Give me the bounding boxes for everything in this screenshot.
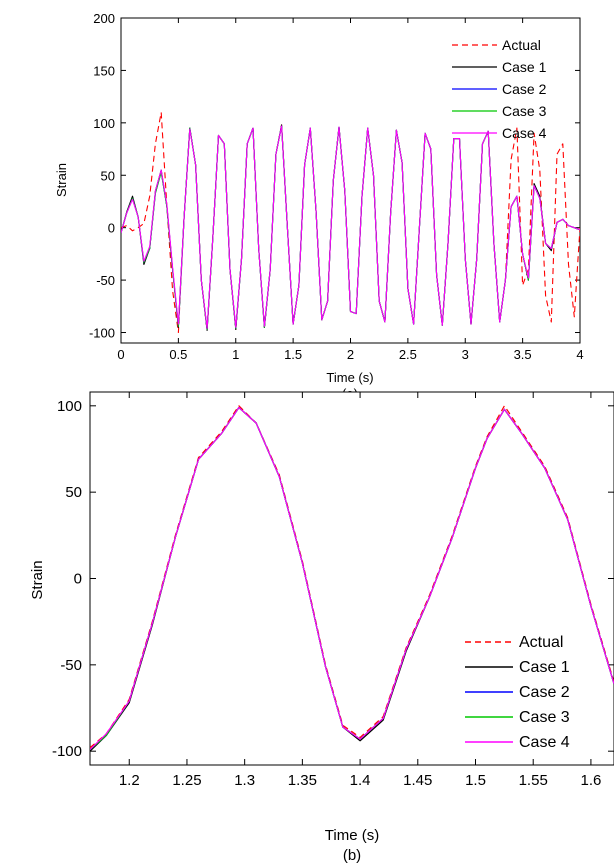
y-tick-label: 100 [57,398,82,415]
chart-panel-a: 0 0.5 1 1.5 2 2.5 3 3.5 4 -100 -50 0 50 100 150 200 Ti… [54,11,584,401]
series-line-actual [90,405,614,749]
series-line-case-4 [121,125,580,329]
legend-entry: Case 3 [519,709,570,726]
x-tick-label: 0 [117,347,124,362]
legend-a: Actual Case 1 Case 2 Case 3 Case 4 [452,37,547,141]
plot-area-a [120,17,581,344]
x-tick-label: 1.6 [580,772,601,789]
x-tick-label: 2 [347,347,354,362]
x-tick-label: 1.45 [403,772,432,789]
legend-entry: Case 2 [519,684,570,701]
y-tick-label: 0 [74,571,82,588]
y-tick-label: 150 [93,63,115,78]
y-tick-label: -50 [60,657,82,674]
caption-b: (b) [343,847,361,864]
legend-entry: Case 4 [519,734,570,751]
y-tick-label: 50 [65,484,82,501]
y-axis-label-a: Strain [54,163,69,197]
x-tick-label: 1.3 [234,772,255,789]
x-tick-label: 1.5 [284,347,302,362]
x-tick-label: 3 [462,347,469,362]
x-axis-label-a: Time (s) [326,370,373,385]
legend-entry: Case 3 [502,103,547,119]
series-line-case-4 [90,406,614,750]
x-tick-label: 1.5 [465,772,486,789]
x-tick-label: 0.5 [169,347,187,362]
x-tick-label: 1.2 [119,772,140,789]
plot-area-b [89,391,614,766]
x-tick-label: 1.4 [350,772,371,789]
y-tick-label: 200 [93,11,115,26]
y-ticks-b: -100 -50 0 50 100 [52,398,614,760]
legend-entry: Case 4 [502,125,547,141]
series-lines-a [121,111,580,334]
x-tick-label: 4 [576,347,583,362]
x-ticks-b: 1.2 1.25 1.3 1.35 1.4 1.45 1.5 1.55 1.6 [119,392,601,789]
x-axis-label-b: Time (s) [325,827,379,844]
y-tick-label: 100 [93,116,115,131]
legend-entry: Case 1 [502,59,547,75]
legend-entry: Case 1 [519,659,570,676]
x-ticks-a: 0 0.5 1 1.5 2 2.5 3 3.5 4 [117,18,584,362]
series-lines-b [90,405,614,752]
legend-entry: Case 2 [502,81,547,97]
legend-b: Actual Case 1 Case 2 Case 3 Case 4 [465,634,570,751]
x-tick-label: 1.25 [172,772,201,789]
legend-entry: Actual [502,37,541,53]
y-tick-label: 50 [101,168,115,183]
x-tick-label: 2.5 [399,347,417,362]
y-tick-label: -50 [96,273,115,288]
x-tick-label: 3.5 [514,347,532,362]
y-tick-label: -100 [52,743,82,760]
chart-panel-b: 1.2 1.25 1.3 1.35 1.4 1.45 1.5 1.55 1.6 -100 -50 0… [29,391,614,864]
legend-entry: Actual [519,634,563,651]
x-tick-label: 1.35 [288,772,317,789]
x-tick-label: 1 [232,347,239,362]
y-tick-label: -100 [89,326,115,341]
y-ticks-a: -100 -50 0 50 100 150 200 [89,11,580,341]
y-axis-label-b: Strain [29,560,46,599]
y-tick-label: 0 [108,221,115,236]
x-tick-label: 1.55 [519,772,548,789]
